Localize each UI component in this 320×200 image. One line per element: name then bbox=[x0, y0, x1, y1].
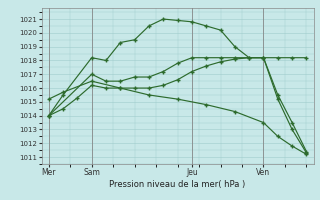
X-axis label: Pression niveau de la mer( hPa ): Pression niveau de la mer( hPa ) bbox=[109, 180, 246, 189]
